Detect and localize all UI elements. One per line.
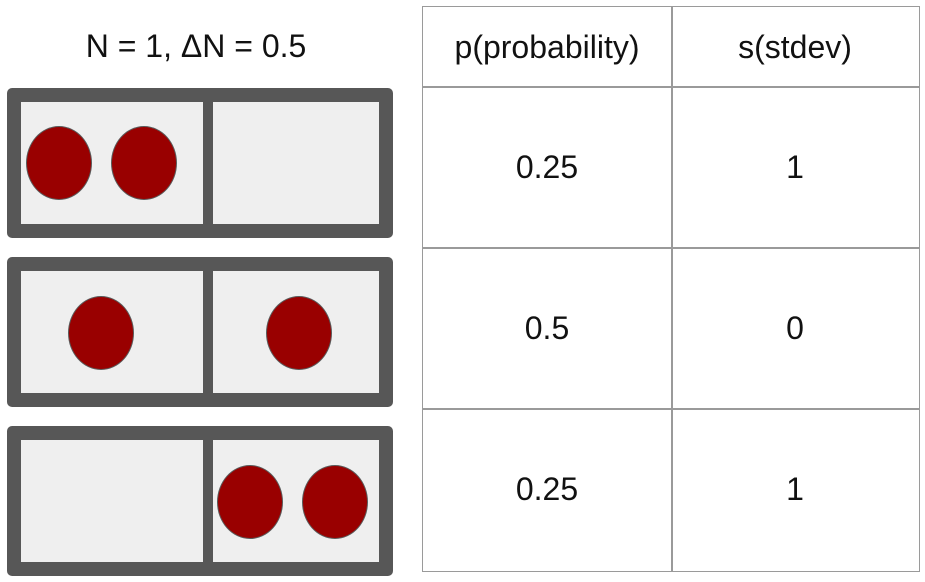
configuration-box-1 [7,88,393,238]
diagram-title: N = 1, ΔN = 0.5 [85,28,307,64]
ball [26,126,92,200]
probability-table: p(probability) s(stdev) 0.25 1 0.5 0 0.2… [422,6,920,572]
box-divider [203,102,213,224]
table-row-divider [423,408,919,410]
table-cell-probability-1: 0.25 [515,148,579,185]
configuration-box-2 [7,257,393,407]
table-cell-stdev-2: 0 [786,309,804,346]
table-cell-probability-2: 0.5 [524,309,570,346]
table-cell-stdev-1: 1 [786,148,804,185]
ball [68,296,134,370]
table-cell-stdev-3: 1 [786,471,804,507]
box-divider [203,271,213,393]
configuration-box-3 [7,426,393,576]
box-divider [203,440,213,562]
table-row-divider [423,86,919,88]
table-column-divider [671,7,673,571]
table-row-divider [423,247,919,249]
ball [111,126,177,200]
ball [302,465,368,539]
header-probability: p(probability) [454,28,640,65]
ball [217,465,283,539]
table-cell-probability-3: 0.25 [515,471,579,507]
ball [266,296,332,370]
header-stdev: s(stdev) [738,28,852,65]
